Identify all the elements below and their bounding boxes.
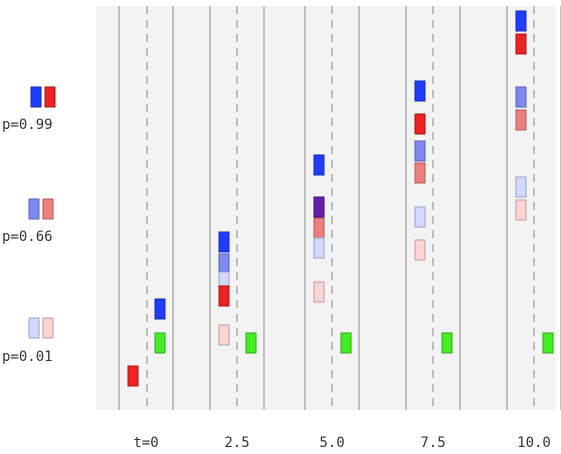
vehicle-red-099-t10	[515, 33, 527, 55]
vehicle-green-t0	[154, 332, 166, 354]
vehicle-red-099-t2	[218, 285, 230, 307]
vehicle-red-001-t7	[414, 239, 426, 261]
legend-item-066: p=0.66	[2, 198, 54, 245]
vehicle-blue-099-t2	[218, 231, 230, 253]
time-labels: t=0 2.5 5.0 7.5 10.0	[133, 435, 551, 451]
vehicle-blue-001-t7	[414, 206, 426, 228]
vehicle-green-t5	[340, 332, 352, 354]
time-label-5-0: 5.0	[319, 435, 344, 451]
legend-label-001: p=0.01	[2, 349, 53, 365]
vehicle-red-099-t7	[414, 113, 426, 135]
vehicle-red-t0	[127, 365, 139, 387]
legend-swatch-red-001	[42, 317, 54, 339]
vehicle-purple-t5	[313, 196, 325, 218]
road-lines	[118, 6, 561, 410]
legend-swatch-blue-001	[28, 317, 40, 339]
time-label-t0: t=0	[133, 435, 158, 451]
vehicles	[127, 10, 554, 387]
vehicle-red-066-t7	[414, 162, 426, 184]
vehicle-green-t2	[245, 332, 257, 354]
vehicle-green-t10	[542, 332, 554, 354]
legend-item-099: p=0.99	[2, 86, 56, 133]
legend-label-066: p=0.66	[2, 229, 53, 245]
vehicle-red-001-t10	[515, 199, 527, 221]
legend: p=0.99 p=0.66 p=0.01	[2, 86, 56, 365]
vehicle-blue-066-t10	[515, 86, 527, 108]
legend-swatch-red-099	[44, 86, 56, 108]
time-label-10-0: 10.0	[517, 435, 551, 451]
legend-item-001: p=0.01	[2, 317, 54, 365]
vehicle-blue-099-t10	[515, 10, 527, 32]
vehicle-red-001-t2	[218, 324, 230, 346]
vehicle-green-t7	[441, 332, 453, 354]
vehicle-blue-001-t2	[218, 271, 230, 287]
time-label-7-5: 7.5	[420, 435, 445, 451]
vehicle-red-066-t10	[515, 109, 527, 131]
vehicle-blue-001-t10	[515, 176, 527, 198]
vehicle-red-001-t5	[313, 281, 325, 303]
legend-swatch-blue-099	[30, 86, 42, 108]
vehicle-red-066-t5	[313, 217, 325, 239]
legend-swatch-red-066	[42, 198, 54, 220]
vehicle-blue-001-t5	[313, 237, 325, 259]
vehicle-blue-099-t5	[313, 154, 325, 176]
time-label-2-5: 2.5	[224, 435, 249, 451]
vehicle-blue-066-t2	[218, 253, 230, 275]
vehicle-blue-066-t7	[414, 140, 426, 162]
legend-swatch-blue-066	[28, 198, 40, 220]
vehicle-blue-t0	[154, 298, 166, 320]
legend-label-099: p=0.99	[2, 117, 53, 133]
vehicle-blue-099-t7	[414, 80, 426, 102]
